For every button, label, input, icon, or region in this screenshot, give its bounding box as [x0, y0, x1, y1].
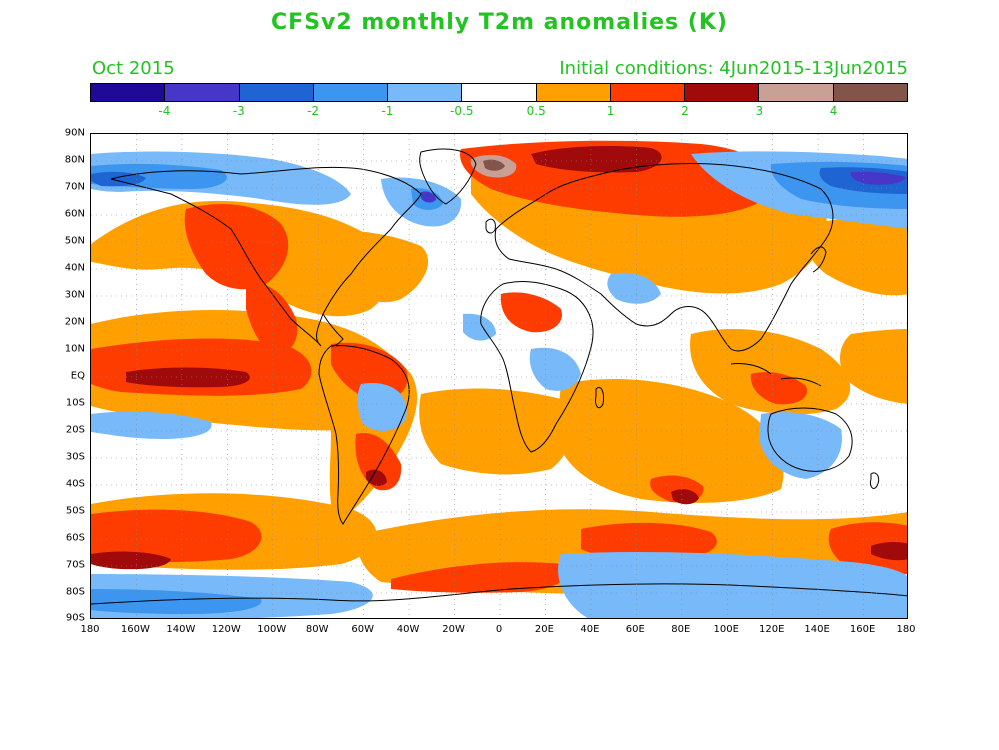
lon-label: 80W: [305, 624, 329, 635]
lon-label: 0: [495, 624, 503, 635]
lat-label: 70N: [64, 181, 85, 193]
lon-label: 60E: [625, 624, 645, 635]
lon-label: 100E: [713, 624, 739, 635]
map-title: CFSv2 monthly T2m anomalies (K): [271, 10, 728, 35]
lat-label: 40N: [64, 262, 85, 274]
lon-label: 40W: [396, 624, 420, 635]
anomaly-map: [90, 133, 908, 619]
valid-month-label: Oct 2015: [92, 58, 175, 79]
lat-label: 50N: [64, 235, 85, 247]
legend-swatch: [239, 84, 314, 101]
legend-swatch: [313, 84, 389, 101]
lat-label: 40S: [65, 478, 85, 490]
legend-tick-label: -1: [381, 104, 394, 118]
lon-label: 140E: [804, 624, 830, 635]
legend-swatch: [91, 84, 166, 101]
lon-label: 20W: [442, 624, 465, 635]
legend-swatch: [759, 84, 834, 101]
lat-label: 60S: [65, 532, 85, 544]
legend-tick-label: 4: [829, 104, 838, 118]
lon-label: 160W: [120, 624, 150, 635]
lat-lon-grid: [91, 134, 907, 618]
legend-tick-label: 2: [681, 104, 689, 118]
lat-label: 10S: [65, 397, 85, 409]
legend-swatch: [462, 84, 537, 101]
legend-swatch: [165, 84, 240, 101]
lon-label: 100W: [257, 624, 287, 635]
legend-tick-label: -0.5: [450, 104, 474, 118]
lat-label: 30S: [65, 451, 85, 463]
anomaly-field-warm-strong: [91, 146, 907, 570]
initial-conditions-label: Initial conditions: 4Jun2015-13Jun2015: [559, 58, 908, 79]
lon-label: 20E: [534, 624, 554, 635]
lat-label: 30N: [64, 289, 85, 301]
lon-label: 80E: [671, 624, 691, 635]
lat-label: 90S: [65, 612, 85, 624]
coastlines: [91, 148, 907, 605]
lat-label: 80S: [65, 586, 85, 598]
lat-label: 20N: [64, 316, 85, 328]
color-legend-labels: -4 -3 -2 -1 -0.5 0.5 1 2 3 4: [90, 104, 908, 120]
lon-label: 60W: [351, 624, 374, 635]
anomaly-field-cold-strong: [91, 167, 907, 203]
legend-tick-label: -2: [307, 104, 320, 118]
lat-label: 20S: [65, 424, 85, 436]
legend-tick-label: -3: [232, 104, 245, 118]
lon-label: 180: [896, 624, 916, 635]
lat-label: 70S: [65, 559, 85, 571]
lat-label: 60N: [64, 208, 85, 220]
legend-swatch: [536, 84, 611, 101]
lat-label: EQ: [70, 370, 85, 382]
lon-label: 40E: [580, 624, 600, 635]
lon-label: 140W: [166, 624, 196, 635]
anomaly-map-graphic: [91, 134, 907, 618]
lat-label: 10N: [64, 343, 85, 355]
legend-tick-label: -4: [158, 104, 171, 118]
lat-label: 50S: [65, 505, 85, 517]
legend-tick-label: 0.5: [526, 104, 546, 118]
legend-swatch: [610, 84, 686, 101]
legend-tick-label: 1: [606, 104, 615, 118]
color-legend-bar: [90, 83, 908, 102]
lat-label: 90N: [64, 127, 85, 139]
anomaly-field-warm-extreme: [470, 154, 517, 178]
lon-label: 180: [80, 624, 100, 635]
legend-swatch: [685, 84, 760, 101]
legend-swatch: [388, 84, 463, 101]
lat-label: 80N: [64, 154, 85, 166]
lon-label: 120E: [758, 624, 785, 635]
lon-label: 160E: [849, 624, 876, 635]
legend-swatch: [833, 84, 907, 101]
legend-tick-label: 3: [755, 104, 764, 118]
lon-label: 120W: [211, 624, 241, 635]
